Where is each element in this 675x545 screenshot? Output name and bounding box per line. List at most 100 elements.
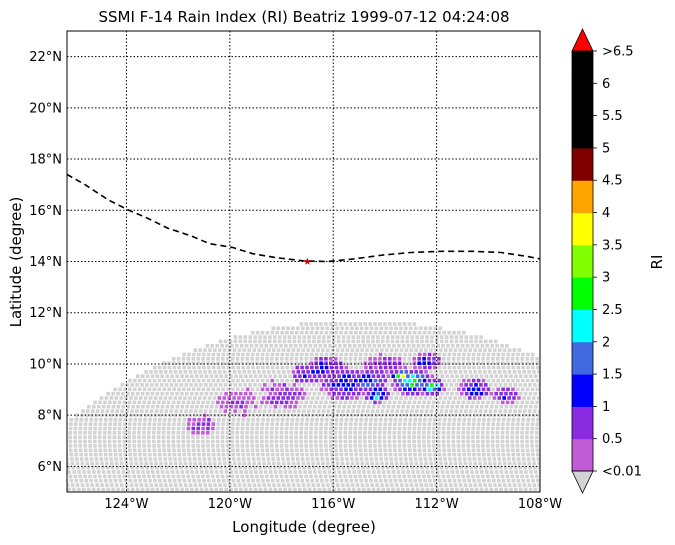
swath-pixel <box>70 461 75 466</box>
swath-pixel <box>346 383 351 387</box>
swath-pixel <box>181 400 186 405</box>
swath-pixel <box>430 391 435 396</box>
swath-pixel <box>427 426 431 431</box>
swath-pixel <box>191 431 195 435</box>
swath-pixel <box>431 435 436 439</box>
swath-pixel <box>189 465 193 470</box>
swath-pixel <box>406 487 410 492</box>
swath-pixel <box>509 374 513 378</box>
swath-pixel <box>516 378 520 383</box>
swath-pixel <box>145 487 150 492</box>
swath-pixel <box>438 413 443 418</box>
swath-pixel <box>329 426 333 431</box>
swath-pixel <box>392 426 397 431</box>
swath-pixel <box>118 418 123 422</box>
swath-pixel <box>451 361 456 365</box>
swath-pixel <box>95 409 100 413</box>
swath-pixel <box>650 483 654 487</box>
swath-pixel <box>74 422 78 426</box>
swath-pixel <box>177 422 181 426</box>
swath-pixel <box>427 439 431 444</box>
swath-pixel <box>459 383 463 387</box>
swath-pixel <box>383 400 387 405</box>
swath-pixel <box>342 374 346 378</box>
swath-pixel <box>282 383 287 387</box>
swath-pixel <box>108 478 113 483</box>
swath-pixel <box>664 457 668 461</box>
swath-pixel <box>309 426 313 431</box>
swath-pixel <box>494 404 499 409</box>
swath-pixel <box>452 418 457 422</box>
swath-pixel <box>356 383 360 387</box>
swath-pixel <box>404 370 409 374</box>
swath-pixel <box>324 365 329 370</box>
swath-pixel <box>437 378 442 383</box>
swath-pixel <box>497 396 502 400</box>
swath-pixel <box>162 444 166 448</box>
swath-pixel <box>383 418 388 422</box>
swath-pixel <box>411 470 415 474</box>
swath-pixel <box>451 344 455 348</box>
swath-pixel <box>374 457 379 461</box>
swath-pixel <box>283 470 288 474</box>
swath-pixel <box>392 444 397 448</box>
swath-pixel <box>216 378 221 383</box>
swath-pixel <box>477 478 481 483</box>
swath-pixel <box>93 422 98 426</box>
swath-pixel <box>427 444 431 448</box>
swath-pixel <box>300 330 304 335</box>
swath-pixel <box>467 418 471 422</box>
swath-pixel <box>378 365 383 370</box>
swath-pixel <box>81 465 85 470</box>
swath-pixel <box>301 370 305 374</box>
swath-pixel <box>209 404 214 409</box>
swath-pixel <box>316 483 320 487</box>
swath-pixel <box>516 457 521 461</box>
swath-pixel <box>214 404 219 409</box>
latitude-tick-label: 6°N <box>38 460 63 475</box>
swath-pixel <box>489 374 494 378</box>
swath-pixel <box>17 483 21 487</box>
swath-pixel <box>27 466 31 470</box>
swath-pixel <box>393 365 398 370</box>
swath-pixel <box>74 418 79 422</box>
swath-pixel <box>373 448 378 453</box>
swath-pixel <box>545 401 549 405</box>
swath-pixel <box>535 431 539 435</box>
swath-pixel <box>557 370 561 374</box>
swath-pixel <box>378 352 383 357</box>
swath-pixel <box>348 344 352 348</box>
swath-pixel <box>116 391 120 396</box>
swath-pixel <box>255 426 259 431</box>
swath-pixel <box>206 400 210 405</box>
swath-pixel <box>522 483 527 487</box>
swath-pixel <box>510 400 515 405</box>
swath-pixel <box>93 431 97 435</box>
swath-pixel <box>279 439 284 444</box>
swath-pixel <box>648 440 652 444</box>
swath-pixel <box>430 404 435 409</box>
swath-pixel <box>540 401 544 405</box>
swath-pixel <box>187 387 191 392</box>
swath-pixel <box>417 474 421 479</box>
swath-pixel <box>166 439 171 444</box>
swath-pixel <box>177 387 181 392</box>
swath-pixel <box>252 461 256 466</box>
swath-pixel <box>491 452 496 457</box>
swath-pixel <box>267 348 271 352</box>
swath-pixel <box>22 483 26 487</box>
swath-pixel <box>521 352 525 357</box>
swath-pixel <box>54 444 58 448</box>
swath-pixel <box>276 348 281 352</box>
swath-pixel <box>277 409 282 413</box>
swath-pixel <box>418 452 422 457</box>
swath-pixel <box>512 348 517 352</box>
swath-pixel <box>291 396 295 400</box>
swath-pixel <box>95 483 99 487</box>
swath-pixel <box>406 374 410 378</box>
swath-pixel <box>121 470 126 474</box>
swath-pixel <box>600 453 604 457</box>
swath-pixel <box>231 422 235 426</box>
swath-pixel <box>611 483 615 487</box>
swath-pixel <box>494 487 499 492</box>
